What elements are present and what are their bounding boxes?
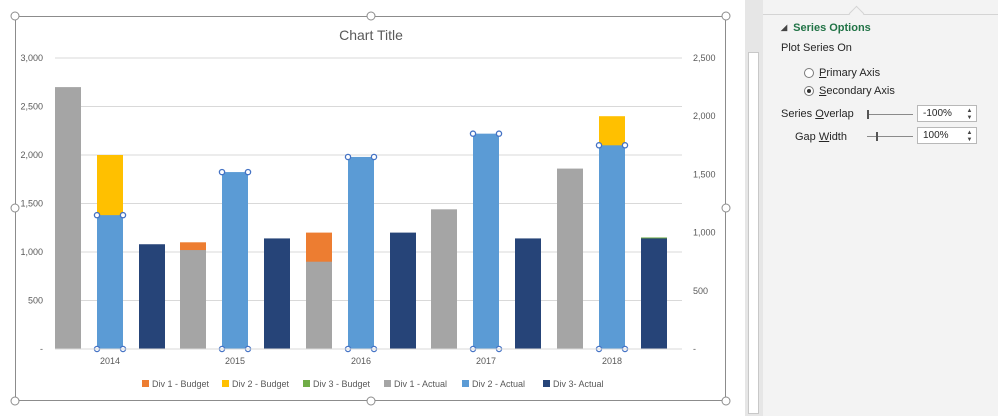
legend[interactable]: Div 1 - Budget Div 2 - Budget Div 3 - Budg…: [142, 379, 604, 389]
secondary-axis-radio[interactable]: [804, 86, 814, 96]
bars[interactable]: [55, 87, 667, 353]
bar-div-2-actual-2017[interactable]: [473, 133, 499, 349]
secondary-axis-tick-label: 1,000: [693, 228, 716, 238]
bar-div-3-actual-2017[interactable]: [515, 238, 541, 349]
gap-width-spinner[interactable]: 100% ▲ ▼: [917, 127, 977, 144]
primary-axis-label[interactable]: Primary Axis: [819, 67, 881, 79]
format-series-pane: ◢ Series Options Plot Series On Primary A…: [763, 0, 998, 416]
primary-axis-tick-label: 1,000: [20, 247, 43, 257]
series-overlap-spinner[interactable]: -100% ▲ ▼: [917, 105, 977, 122]
legend-entry[interactable]: Div 1 - Budget: [152, 379, 210, 389]
bar-div-2-actual-2015[interactable]: [222, 172, 248, 349]
bar-div-1-actual-2017[interactable]: [431, 209, 457, 349]
primary-axis-tick-label: -: [40, 344, 43, 354]
legend-entry[interactable]: Div 2 - Budget: [232, 379, 290, 389]
chart-area[interactable]: - 500 1,000 1,500 2,000 2,500 3,000 - 500 1,000 1,…: [0, 0, 745, 416]
resize-handle[interactable]: [10, 203, 20, 213]
pane-tab-pointer: [848, 5, 865, 22]
secondary-axis-tick-label: 1,500: [693, 169, 716, 179]
category-label: 2017: [476, 356, 496, 366]
resize-handle[interactable]: [721, 11, 731, 21]
secondary-axis-label[interactable]: Secondary Axis: [819, 85, 895, 97]
category-label: 2016: [351, 356, 371, 366]
bar-div-3-actual-2015[interactable]: [264, 238, 290, 349]
secondary-axis-tick-label: 500: [693, 286, 708, 296]
series-options-header[interactable]: ◢ Series Options: [781, 22, 871, 34]
bar-div-2-actual-2016[interactable]: [348, 156, 374, 349]
spin-down-icon[interactable]: ▼: [966, 115, 973, 121]
gap-width-slider-thumb[interactable]: [876, 132, 879, 141]
spin-up-icon[interactable]: ▲: [966, 130, 973, 136]
bar-selection-handle[interactable]: [370, 153, 378, 161]
resize-handle[interactable]: [366, 396, 376, 406]
primary-axis-tick-label: 500: [28, 296, 43, 306]
resize-handle[interactable]: [10, 396, 20, 406]
category-label: 2014: [100, 356, 120, 366]
resize-handle[interactable]: [721, 203, 731, 213]
bar-selection-handle[interactable]: [244, 168, 252, 176]
legend-swatch: [462, 380, 469, 387]
spin-down-icon[interactable]: ▼: [966, 137, 973, 143]
resize-handle[interactable]: [10, 11, 20, 21]
bar-div-2-actual-2014[interactable]: [97, 215, 123, 349]
chart-selection-frame[interactable]: [10, 11, 731, 406]
resize-handle[interactable]: [366, 11, 376, 21]
legend-entry[interactable]: Div 3- Actual: [553, 379, 604, 389]
series-overlap-slider-thumb[interactable]: [867, 110, 869, 119]
legend-swatch: [142, 380, 149, 387]
gap-width-value[interactable]: 100%: [923, 130, 949, 141]
bar-selection-handle[interactable]: [93, 211, 101, 219]
bar-selection-handle[interactable]: [595, 142, 603, 149]
gap-width-label: Gap Width: [795, 131, 847, 143]
bar-selection-handle[interactable]: [119, 211, 127, 219]
collapse-triangle-icon[interactable]: ◢: [781, 23, 788, 32]
primary-axis-tick-label: 2,000: [20, 150, 43, 160]
legend-swatch: [222, 380, 229, 387]
series-overlap-slider[interactable]: [867, 114, 913, 115]
axes: - 500 1,000 1,500 2,000 2,500 3,000 - 500 1,000 1,…: [20, 53, 715, 366]
bar-div-1-actual-2015[interactable]: [180, 250, 206, 349]
primary-axis-tick-label: 1,500: [20, 199, 43, 209]
bar-div-3-actual-2018[interactable]: [641, 238, 667, 349]
radio-selected-dot: [807, 89, 811, 93]
gap-width-slider[interactable]: [867, 136, 913, 137]
secondary-axis-tick-label: 2,000: [693, 111, 716, 121]
spin-up-icon[interactable]: ▲: [966, 108, 973, 114]
scrollbar-thumb[interactable]: [748, 52, 759, 414]
series-overlap-value[interactable]: -100%: [923, 108, 952, 119]
series-overlap-label: Series Overlap: [781, 108, 854, 120]
bar-div-1-actual-2014[interactable]: [55, 87, 81, 349]
bar-div-1-actual-2016[interactable]: [306, 261, 332, 349]
bar-selection-handle[interactable]: [621, 142, 629, 149]
bar-div-1-actual-2018[interactable]: [557, 168, 583, 349]
primary-axis-tick-label: 2,500: [20, 102, 43, 112]
legend-swatch: [303, 380, 310, 387]
bar-selection-handle[interactable]: [344, 153, 352, 161]
legend-swatch: [543, 380, 550, 387]
pane-scrollbar[interactable]: [745, 0, 763, 416]
chart-title[interactable]: Chart Title: [339, 27, 403, 43]
chart-svg: - 500 1,000 1,500 2,000 2,500 3,000 - 500 1,000 1,…: [10, 11, 731, 406]
secondary-axis-tick-label: -: [693, 344, 696, 354]
bar-selection-handle[interactable]: [469, 130, 477, 137]
bar-div-3-actual-2016[interactable]: [390, 232, 416, 349]
legend-entry[interactable]: Div 2 - Actual: [472, 379, 525, 389]
plot-series-on-label: Plot Series On: [781, 42, 852, 54]
category-label: 2015: [225, 356, 245, 366]
bar-selection-handle[interactable]: [218, 168, 226, 176]
pane-tab-divider: [763, 14, 998, 15]
series-options-title: Series Options: [793, 22, 871, 34]
category-label: 2018: [602, 356, 622, 366]
resize-handle[interactable]: [721, 396, 731, 406]
legend-entry[interactable]: Div 3 - Budget: [313, 379, 371, 389]
bar-div-3-actual-2014[interactable]: [139, 244, 165, 349]
bar-div-2-actual-2018[interactable]: [599, 145, 625, 349]
legend-entry[interactable]: Div 1 - Actual: [394, 379, 447, 389]
bar-selection-handle[interactable]: [495, 130, 503, 137]
legend-swatch: [384, 380, 391, 387]
primary-axis-tick-label: 3,000: [20, 53, 43, 63]
primary-axis-radio[interactable]: [804, 68, 814, 78]
secondary-axis-tick-label: 2,500: [693, 53, 716, 63]
